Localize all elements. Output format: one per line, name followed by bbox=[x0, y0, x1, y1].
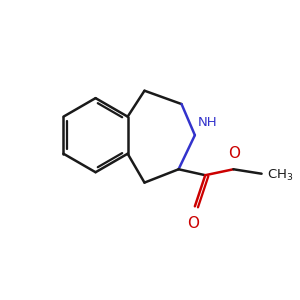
Text: O: O bbox=[228, 146, 240, 161]
Text: CH$_3$: CH$_3$ bbox=[267, 168, 293, 183]
Text: NH: NH bbox=[198, 116, 218, 129]
Text: O: O bbox=[188, 216, 200, 231]
